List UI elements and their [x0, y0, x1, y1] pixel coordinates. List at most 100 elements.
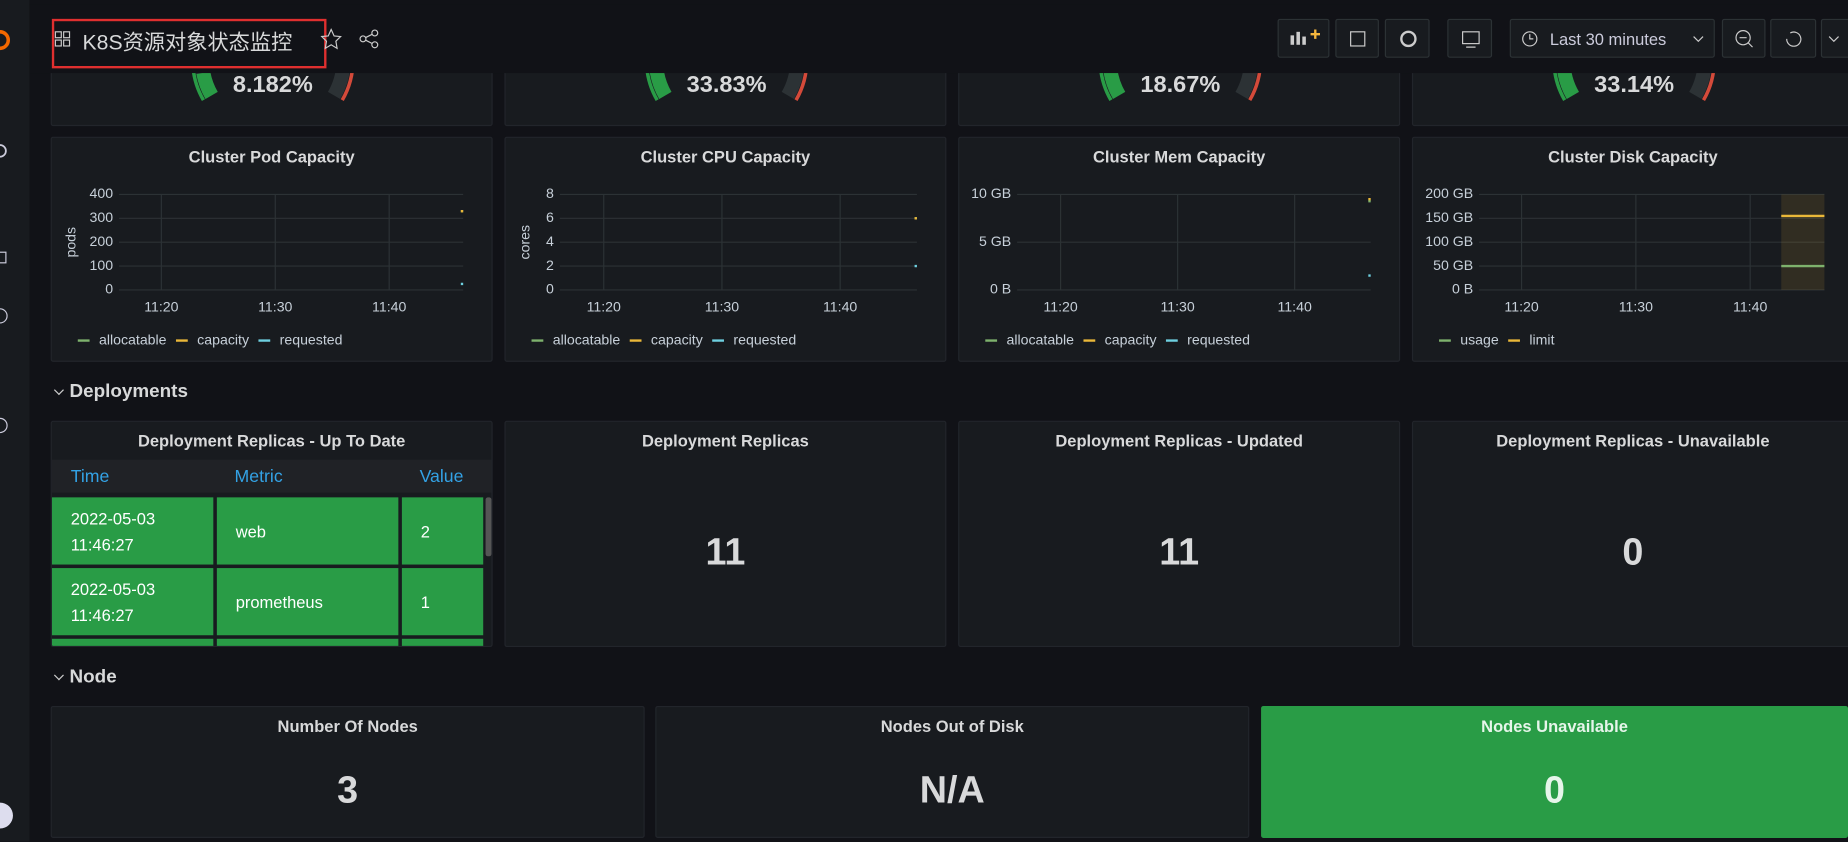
- gauge-value: [196, 71, 218, 99]
- y-tick-label: 100: [90, 257, 114, 273]
- x-tick-label: 11:30: [1160, 298, 1194, 314]
- panel-title: Number Of Nodes: [277, 716, 418, 736]
- legend-label: usage: [1460, 331, 1499, 347]
- table-header-bg: [51, 459, 492, 493]
- settings-button[interactable]: [1384, 18, 1430, 58]
- y-tick-label: 0: [105, 281, 113, 297]
- y-tick-label: 0: [546, 281, 554, 297]
- x-tick-label: 11:30: [705, 298, 739, 314]
- y-tick-label: 0 B: [1452, 281, 1473, 297]
- star-icon[interactable]: [320, 28, 342, 50]
- share-icon[interactable]: [359, 29, 379, 49]
- graph-panel: Cluster Disk Capacity 0 B 50 GB 100 GB 150 G…: [1411, 136, 1848, 362]
- zoom-out-button[interactable]: [1721, 18, 1766, 58]
- table-cell-partial: [401, 638, 484, 646]
- search-icon[interactable]: [0, 144, 7, 158]
- y-tick-label: 50 GB: [1433, 257, 1473, 273]
- table-cell-partial: [51, 638, 214, 646]
- legend-label: requested: [1187, 331, 1250, 347]
- x-tick-label: 11:30: [1619, 298, 1653, 314]
- column-header[interactable]: Time: [70, 466, 110, 487]
- x-tick-label: 11:20: [1504, 298, 1538, 314]
- stat-value: N/A: [919, 768, 985, 811]
- dashboards-icon[interactable]: [0, 251, 7, 264]
- column-header[interactable]: Metric: [234, 466, 283, 487]
- graph-panel: Cluster Pod Capacity pods 0 100 200 300 400 11:…: [50, 136, 493, 362]
- table-cell: web: [216, 497, 399, 565]
- refresh-button[interactable]: [1770, 18, 1817, 58]
- table-cell: 2022-05-03 11:46:27: [51, 497, 214, 565]
- stat-value: 11: [705, 530, 746, 573]
- stat-panel: Number Of Nodes 3: [50, 705, 645, 838]
- y-tick-label: 200: [90, 233, 114, 249]
- table-cell: 2: [401, 497, 484, 565]
- graph: 0 B 5 GB 10 GB 11:20 11:30 11:40 allocatable ca…: [971, 185, 1371, 347]
- x-tick-label: 11:20: [1043, 298, 1077, 314]
- gauge-value-label: 33.14%: [1594, 71, 1674, 97]
- explore-icon[interactable]: [0, 308, 8, 324]
- scrollbar: [485, 497, 492, 557]
- stat-panel: Nodes Out of Disk N/A: [655, 705, 1250, 838]
- table-cell: prometheus: [216, 568, 399, 636]
- x-tick-label: 11:20: [587, 298, 621, 314]
- panel-title: Deployment Replicas - Updated: [1055, 431, 1303, 451]
- graph-panel: Cluster CPU Capacity cores 0 2 4 6 8 11:20 11:30…: [504, 136, 947, 362]
- panel-title: Deployment Replicas - Up To Date: [137, 431, 406, 451]
- legend-label: allocatable: [99, 331, 167, 347]
- table-cell: 2022-05-03 11:46:27: [51, 568, 214, 636]
- refresh-interval-button[interactable]: [1820, 18, 1848, 58]
- y-tick-label: 8: [546, 185, 554, 201]
- legend-label: requested: [280, 331, 343, 347]
- graph: pods 0 100 200 300 400 11:20 11:30 11:40 allocata…: [63, 185, 464, 347]
- shaded-area: [1781, 194, 1825, 290]
- y-axis-label: pods: [63, 227, 79, 258]
- panel-title: Nodes Out of Disk: [880, 716, 1024, 736]
- add-panel-button[interactable]: [1277, 18, 1330, 58]
- stat-value: 3: [337, 768, 359, 811]
- stat-value: 0: [1544, 768, 1566, 811]
- tv-mode-button[interactable]: [1447, 18, 1493, 58]
- config-icon[interactable]: [0, 417, 8, 434]
- legend-label: capacity: [651, 331, 704, 347]
- gauge-value-label: 8.182%: [233, 71, 313, 97]
- save-button[interactable]: [1335, 18, 1379, 58]
- y-tick-label: 2: [546, 257, 554, 273]
- x-tick-label: 11:30: [258, 298, 292, 314]
- y-axis-label: cores: [516, 225, 532, 260]
- row-header[interactable]: Deployments: [69, 381, 188, 402]
- panel-title: Cluster Disk Capacity: [1548, 147, 1718, 167]
- y-tick-label: 300: [90, 209, 114, 225]
- panel-title: Nodes Unavailable: [1481, 716, 1628, 736]
- legend-label: capacity: [197, 331, 250, 347]
- x-tick-label: 11:40: [1278, 298, 1312, 314]
- logo[interactable]: [0, 30, 11, 51]
- gauge-value-label: 18.67%: [1140, 71, 1220, 97]
- y-tick-label: 6: [546, 209, 554, 225]
- panel-title: Deployment Replicas: [641, 431, 809, 451]
- graph-panel: Cluster Mem Capacity 0 B 5 GB 10 GB 11:20 11:…: [958, 136, 1401, 362]
- stat-panel: Deployment Replicas - Unavailable 0: [1411, 420, 1848, 648]
- title-actions: [320, 28, 379, 50]
- stat-panel: Deployment Replicas - Updated 11: [958, 420, 1401, 648]
- row-header[interactable]: Node: [69, 667, 117, 688]
- avatar[interactable]: [0, 802, 13, 829]
- x-tick-label: 11:20: [144, 298, 178, 314]
- grid-icon: [54, 31, 71, 47]
- x-tick-label: 11:40: [823, 298, 857, 314]
- y-tick-label: 200 GB: [1425, 185, 1473, 201]
- time-picker[interactable]: Last 30 minutes: [1509, 18, 1715, 58]
- y-tick-label: 150 GB: [1425, 209, 1473, 225]
- legend-label: capacity: [1105, 331, 1158, 347]
- column-header[interactable]: Value: [419, 466, 464, 487]
- legend-label: allocatable: [553, 331, 621, 347]
- panel-title: Cluster Pod Capacity: [188, 147, 355, 167]
- panel-title: Cluster CPU Capacity: [640, 147, 811, 167]
- dashboard-title[interactable]: K8S资源对象状态监控: [82, 30, 293, 55]
- gauge-value-label: 33.83%: [687, 71, 767, 97]
- table-panel: Deployment Replicas - Up To Date Time Metr…: [50, 420, 493, 648]
- y-tick-label: 100 GB: [1425, 233, 1473, 249]
- legend-label: requested: [733, 331, 796, 347]
- y-tick-label: 0 B: [990, 281, 1011, 297]
